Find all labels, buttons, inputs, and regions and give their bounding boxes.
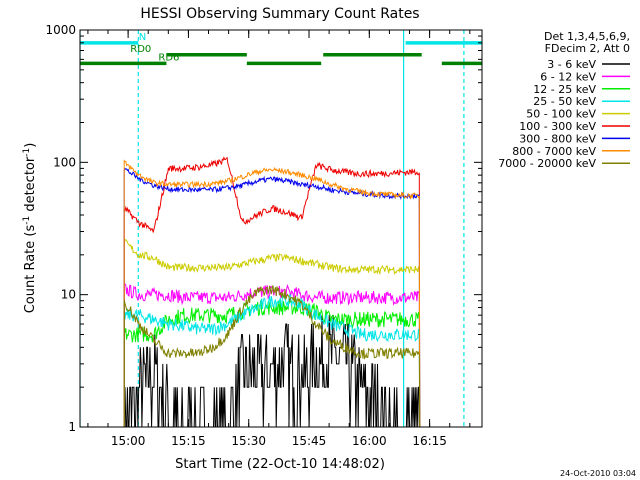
series-line-8 bbox=[123, 159, 421, 427]
y-label-sup-2: -1 bbox=[22, 148, 32, 157]
x-axis-label: Start Time (22-Oct-10 14:48:02) bbox=[175, 457, 385, 472]
series-line-3 bbox=[123, 299, 421, 427]
y-tick-label-1: 1 bbox=[68, 420, 76, 434]
y-tick-label-4: 1000 bbox=[45, 23, 76, 37]
legend-label-3: 12 - 25 keV bbox=[533, 83, 596, 96]
chart-title: HESSI Observing Summary Count Rates bbox=[140, 6, 419, 22]
series-line-1 bbox=[123, 315, 421, 427]
y-label-part-1: Count Rate (s bbox=[23, 225, 38, 314]
x-tick-label-4: 15:45 bbox=[292, 434, 327, 448]
legend-label-4: 25 - 50 keV bbox=[533, 95, 596, 108]
x-tick-label-6: 16:15 bbox=[412, 434, 447, 448]
y-label-sup-1: -1 bbox=[22, 216, 32, 225]
legend-label-1: 3 - 6 keV bbox=[547, 58, 596, 71]
flag-label-n: N bbox=[139, 32, 146, 43]
legend-label-7: 300 - 800 keV bbox=[519, 132, 596, 145]
series-line-4 bbox=[123, 294, 421, 427]
x-tick-label-3: 15:30 bbox=[231, 434, 266, 448]
legend-label-5: 50 - 100 keV bbox=[526, 108, 596, 121]
x-tick-label-2: 15:15 bbox=[171, 434, 206, 448]
series-line-9 bbox=[123, 285, 421, 427]
legend-label-8: 800 - 7000 keV bbox=[512, 145, 596, 158]
y-tick-label-3: 100 bbox=[53, 155, 76, 169]
y-tick-label-2: 10 bbox=[61, 288, 76, 302]
legend-label-9: 7000 - 20000 keV bbox=[498, 157, 596, 170]
footer-date: 24-Oct-2010 03:04 bbox=[560, 469, 636, 478]
y-label-part-3: ) bbox=[23, 143, 38, 148]
series-line-5 bbox=[123, 239, 421, 427]
x-tick-label-5: 16:00 bbox=[352, 434, 387, 448]
legend-label-2: 6 - 12 keV bbox=[540, 70, 596, 83]
legend-header-1: Det 1,3,4,5,6,9, bbox=[544, 30, 630, 43]
x-tick-label-1: 15:00 bbox=[111, 434, 146, 448]
flag-label-rd0: RD0 bbox=[130, 44, 151, 55]
plot-frame bbox=[79, 29, 483, 428]
y-label-part-2: detector bbox=[23, 156, 38, 216]
legend-header-2: FDecim 2, Att 0 bbox=[545, 42, 630, 55]
y-axis-label: Count Rate (s-1 detector-1) bbox=[22, 143, 38, 314]
legend-label-6: 100 - 300 keV bbox=[519, 120, 596, 133]
series-line-6 bbox=[123, 156, 421, 427]
series-line-7 bbox=[123, 167, 421, 427]
flag-label-rd6: RD6 bbox=[158, 52, 179, 63]
